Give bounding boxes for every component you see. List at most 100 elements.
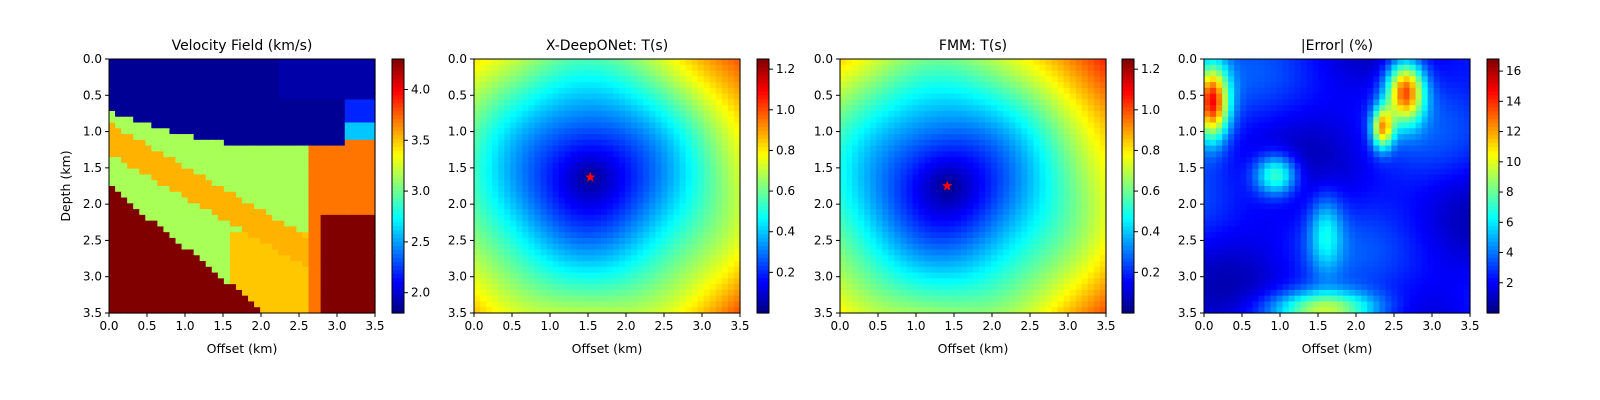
heatmap-cell (492, 157, 499, 164)
heatmap-cell (181, 203, 189, 210)
colorbar-segment (757, 59, 769, 64)
heatmap-cell (145, 237, 152, 245)
heatmap-cell (697, 64, 705, 72)
heatmap-cell (637, 134, 644, 141)
heatmap-cell (133, 197, 140, 204)
heatmap-cell (151, 301, 158, 308)
heatmap-cell (852, 134, 859, 141)
heatmap-cell (302, 203, 310, 210)
heatmap-cell (709, 284, 717, 291)
heatmap-cell (181, 266, 189, 274)
heatmap-cell (703, 307, 711, 314)
heatmap-cell (474, 301, 481, 308)
heatmap-cell (175, 220, 183, 228)
heatmap-cell (350, 307, 358, 314)
heatmap-cell (163, 301, 171, 308)
heatmap-cell (356, 249, 364, 256)
heatmap-cell (1081, 157, 1089, 164)
heatmap-cell (181, 261, 189, 268)
heatmap-cell (199, 59, 207, 66)
colorbar-segment (392, 74, 404, 80)
heatmap-cell (673, 70, 681, 77)
heatmap-cell (260, 266, 267, 274)
heatmap-cell (320, 295, 328, 303)
heatmap-cell (338, 180, 346, 187)
heatmap-cell (564, 134, 572, 141)
heatmap-cell (205, 197, 213, 204)
heatmap-cell (242, 266, 249, 274)
heatmap-cell (338, 220, 346, 228)
heatmap-cell (709, 226, 717, 233)
heatmap-cell (217, 284, 225, 291)
heatmap-cell (320, 82, 328, 89)
heatmap-cell (223, 82, 231, 89)
heatmap-cell (480, 174, 487, 181)
heatmap-cell (510, 214, 517, 222)
heatmap-cell (582, 203, 590, 210)
heatmap-cell (278, 232, 285, 239)
heatmap-cell (151, 307, 158, 314)
heatmap-cell (187, 232, 195, 239)
heatmap-cell (308, 289, 316, 297)
heatmap-cell (1069, 122, 1077, 129)
heatmap-cell (685, 307, 693, 314)
heatmap-cell (205, 307, 213, 314)
heatmap-cell (846, 157, 853, 164)
heatmap-cell (344, 197, 352, 204)
heatmap-cell (930, 70, 938, 77)
y-axis-label: Depth (km) (58, 150, 73, 221)
heatmap-cell (145, 272, 152, 279)
heatmap-cell (248, 203, 255, 210)
heatmap-cell (205, 116, 213, 124)
heatmap-cell (121, 220, 128, 228)
heatmap-cell (332, 301, 340, 308)
heatmap-cell (721, 220, 729, 228)
heatmap-cell (498, 249, 505, 256)
heatmap-cell (1069, 110, 1077, 118)
heatmap-cell (625, 255, 632, 262)
heatmap-cell (864, 59, 871, 66)
heatmap-cell (870, 70, 877, 77)
heatmap-cell (480, 197, 487, 204)
heatmap-cell (534, 70, 542, 77)
heatmap-cell (667, 295, 675, 303)
heatmap-cell (474, 82, 481, 89)
colorbar-segment (392, 301, 404, 306)
heatmap-cell (498, 284, 505, 291)
heatmap-cell (504, 220, 511, 228)
heatmap-cell (900, 139, 908, 147)
heatmap-cell (356, 191, 364, 199)
heatmap-cell (643, 110, 650, 118)
heatmap-cell (979, 82, 986, 89)
heatmap-cell (973, 87, 980, 95)
heatmap-cell (356, 307, 364, 314)
heatmap-cell (600, 70, 608, 77)
heatmap-cell (673, 64, 681, 72)
heatmap-cell (223, 209, 231, 216)
heatmap-cell (600, 261, 608, 268)
heatmap-cell (254, 128, 261, 135)
heatmap-cell (1027, 99, 1035, 106)
heatmap-cell (109, 214, 116, 222)
heatmap-cell (187, 237, 195, 245)
heatmap-cell (254, 134, 261, 141)
heatmap-cell (1081, 139, 1089, 147)
heatmap-cell (600, 59, 608, 66)
heatmap-cell (691, 261, 699, 268)
heatmap-cell (685, 214, 693, 222)
heatmap-cell (607, 70, 614, 77)
colorbar-segment (757, 269, 769, 274)
heatmap-cell (474, 116, 481, 124)
heatmap-cell (284, 295, 291, 303)
heatmap-cell (613, 197, 620, 204)
x-tick-label: 1.5 (578, 319, 597, 333)
colorbar-segment (757, 305, 769, 310)
heatmap-cell (175, 272, 183, 279)
heatmap-cell (1087, 82, 1095, 89)
heatmap-cell (290, 243, 298, 251)
heatmap-cell (679, 93, 687, 101)
heatmap-cell (254, 226, 261, 233)
heatmap-cell (326, 162, 334, 170)
heatmap-cell (613, 249, 620, 256)
heatmap-cell (715, 99, 723, 106)
